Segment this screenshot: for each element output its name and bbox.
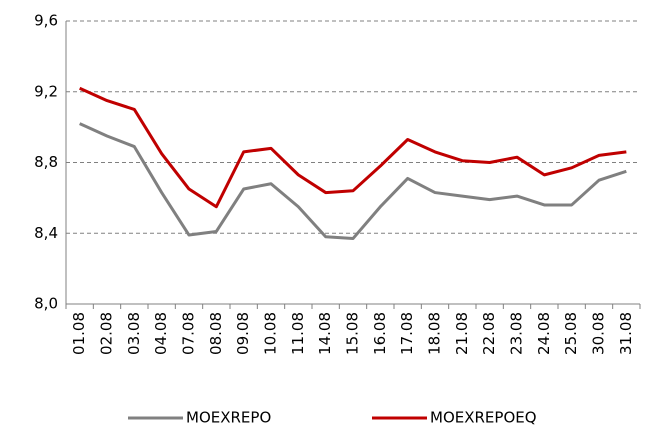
x-tick-label: 10.08 [262, 312, 280, 355]
x-tick-label: 30.08 [590, 312, 608, 355]
x-tick-label: 23.08 [508, 312, 526, 355]
x-tick-label: 21.08 [453, 312, 471, 355]
legend-label: MOEXREPO [186, 409, 271, 427]
x-tick-label: 01.08 [70, 312, 88, 355]
series-line [79, 86, 627, 209]
y-tick-label: 9,2 [34, 82, 58, 100]
x-tick-label: 11.08 [289, 312, 307, 355]
y-tick-label: 8,4 [34, 224, 58, 242]
y-tick-label: 9,6 [34, 12, 58, 30]
x-tick-label: 08.08 [207, 312, 225, 355]
series-line [79, 122, 627, 241]
x-tick-label: 22.08 [480, 312, 498, 355]
x-tick-label: 18.08 [426, 312, 444, 355]
x-tick-label: 31.08 [617, 312, 635, 355]
x-tick-label: 24.08 [535, 312, 553, 355]
legend-label: MOEXREPOEQ [430, 409, 537, 427]
y-tick-label: 8,8 [34, 153, 58, 171]
x-tick-label: 14.08 [316, 312, 334, 355]
x-tick-label: 17.08 [398, 312, 416, 355]
x-tick-label: 15.08 [344, 312, 362, 355]
x-tick-label: 25.08 [562, 312, 580, 355]
x-tick-label: 09.08 [234, 312, 252, 355]
y-tick-label: 8,0 [34, 295, 58, 313]
x-tick-label: 16.08 [371, 312, 389, 355]
x-tick-label: 04.08 [152, 312, 170, 355]
x-tick-label: 03.08 [125, 312, 143, 355]
x-tick-label: 07.08 [180, 312, 198, 355]
x-tick-label: 02.08 [98, 312, 116, 355]
